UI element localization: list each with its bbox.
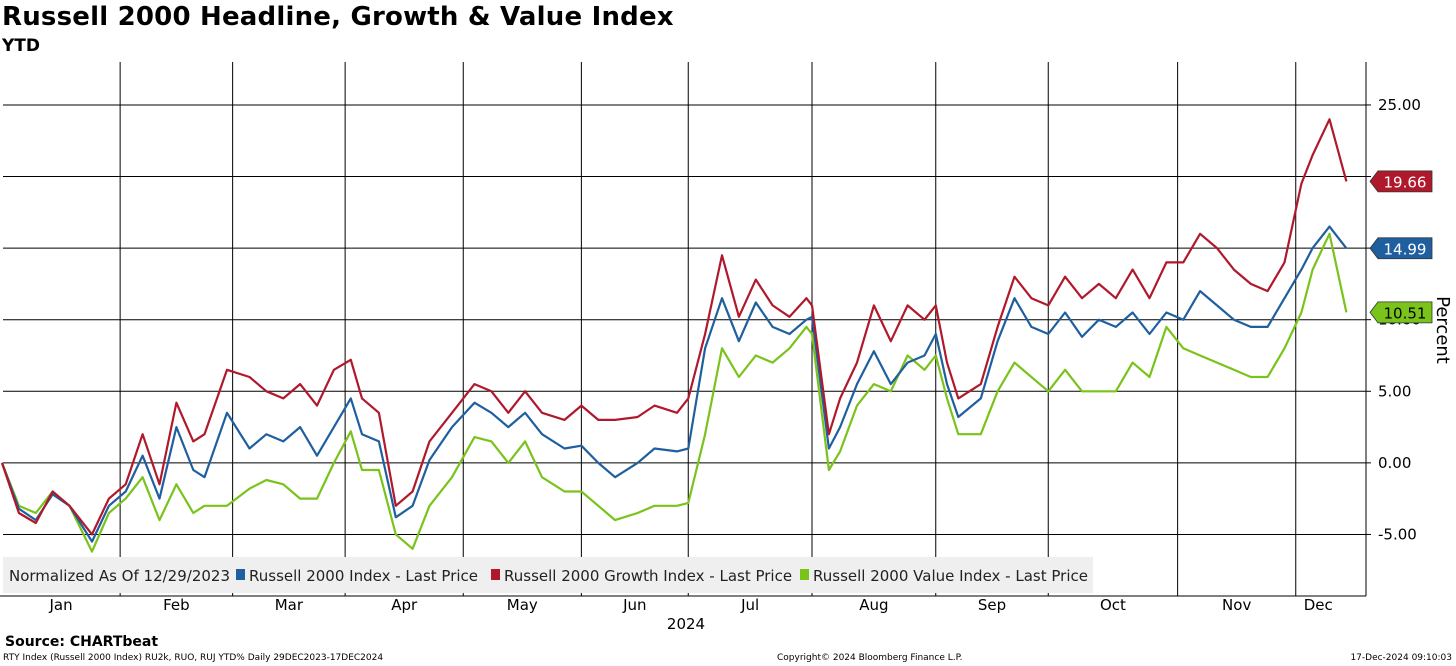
x-axis-label: 2024 xyxy=(667,615,705,633)
legend-swatch xyxy=(236,569,245,580)
y-tick-label: 25.00 xyxy=(1378,96,1421,114)
legend-note: Normalized As Of 12/29/2023 xyxy=(9,567,230,585)
series-line xyxy=(0,118,1348,536)
y-tick-label: 5.00 xyxy=(1378,382,1411,400)
source-note: Source: CHARTbeat xyxy=(5,634,159,650)
last-value-label: 19.66 xyxy=(1384,173,1427,191)
last-value-marker xyxy=(1369,170,1433,193)
footer-timestamp: 17-Dec-2024 09:10:03 xyxy=(1350,653,1452,663)
x-tick-label: Aug xyxy=(859,596,888,614)
legend-entry: Russell 2000 Index - Last Price xyxy=(249,567,478,585)
x-tick-label: May xyxy=(507,596,538,614)
x-tick-label: Feb xyxy=(163,596,190,614)
x-tick-label: Mar xyxy=(275,596,304,614)
x-tick-label: Nov xyxy=(1222,596,1251,614)
last-value-marker xyxy=(1369,237,1433,260)
legend-entry: Russell 2000 Value Index - Last Price xyxy=(813,567,1088,585)
x-tick-label: Oct xyxy=(1100,596,1126,614)
x-tick-label: Jun xyxy=(622,596,646,614)
x-tick-label: Jan xyxy=(49,596,73,614)
legend-swatch xyxy=(491,569,500,580)
series-line xyxy=(0,232,1348,553)
x-tick-label: Jul xyxy=(740,596,759,614)
chart-subtitle: YTD xyxy=(2,36,41,56)
x-tick-label: Dec xyxy=(1304,596,1333,614)
footer-left-note: RTY Index (Russell 2000 Index) RU2k, RUO… xyxy=(3,653,384,663)
y-tick-label: 0.00 xyxy=(1378,454,1411,472)
footer-copyright: Copyright© 2024 Bloomberg Finance L.P. xyxy=(777,653,963,663)
x-tick-label: Sep xyxy=(978,596,1006,614)
y-tick-label: -5.00 xyxy=(1378,525,1417,543)
chart-title: Russell 2000 Headline, Growth & Value In… xyxy=(2,2,674,32)
y-axis-label: Percent xyxy=(1432,296,1453,364)
last-value-label: 10.51 xyxy=(1384,304,1427,322)
last-value-marker xyxy=(1369,301,1433,324)
series-line xyxy=(0,225,1348,543)
legend-swatch xyxy=(800,569,809,580)
legend-entry: Russell 2000 Growth Index - Last Price xyxy=(504,567,792,585)
legend-box xyxy=(3,557,1093,593)
x-tick-label: Apr xyxy=(391,596,418,614)
last-value-label: 14.99 xyxy=(1384,240,1427,258)
